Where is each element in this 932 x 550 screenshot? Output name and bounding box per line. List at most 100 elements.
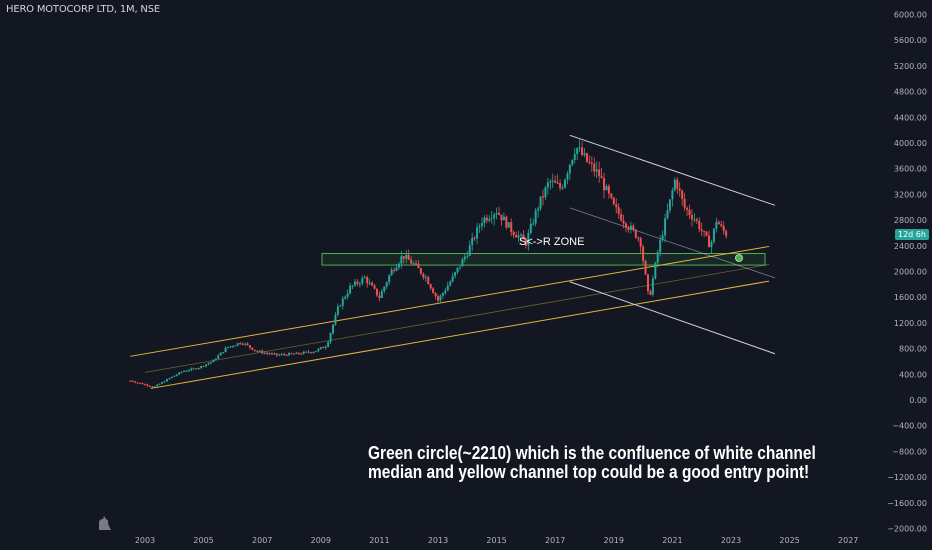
candle-body [375, 288, 378, 296]
candle-body [146, 384, 149, 386]
note-line: median and yellow channel top could be a… [368, 462, 810, 482]
candle-body [695, 219, 698, 221]
sr-zone-layer [321, 253, 766, 266]
white-channel-bottom[interactable] [569, 281, 776, 355]
candle-body [668, 199, 671, 211]
white-channel-top[interactable] [569, 134, 776, 206]
candle-body [422, 273, 425, 278]
candle-body [424, 277, 427, 279]
y-tick-label: 800.00 [899, 345, 927, 354]
candle-body [288, 353, 291, 356]
candle-body [683, 198, 686, 208]
candle-body [268, 353, 271, 355]
candle-body [454, 272, 457, 277]
candle-body [253, 349, 256, 351]
candle-body [378, 295, 381, 298]
candle-body [485, 217, 488, 221]
candle-body [502, 216, 505, 221]
candle-body [222, 352, 225, 354]
candle-body [329, 333, 332, 342]
candle-body [483, 217, 486, 224]
candle-body [273, 353, 276, 355]
candle-body [165, 379, 168, 382]
candle-body [305, 351, 308, 353]
candle-body [292, 353, 295, 355]
candle-body [236, 343, 239, 346]
candle-body [427, 277, 430, 285]
candle-body [361, 278, 364, 284]
candle-body [229, 346, 232, 348]
candle-body [356, 281, 359, 284]
candle-body [341, 298, 344, 306]
candle-body [441, 293, 444, 296]
candle-body [332, 324, 335, 334]
channel-layer [130, 134, 776, 389]
candle-body [197, 367, 200, 369]
x-tick-label: 2025 [779, 536, 799, 545]
candle-body [336, 306, 339, 315]
time-axis[interactable]: 2003 2005 2007 2009 2011 2013 2015 2017 2019 2021… [135, 536, 859, 545]
candle-body [712, 228, 715, 242]
candle-body [468, 245, 471, 256]
candle-body [541, 196, 544, 198]
candle-body [368, 282, 371, 284]
candle-body [295, 352, 298, 354]
candle-body [571, 159, 574, 165]
candle-body [598, 169, 601, 177]
white-channel-median[interactable] [569, 207, 776, 279]
candle-body [214, 358, 217, 360]
candle-body [205, 364, 208, 367]
candle-body [512, 232, 515, 236]
candle-body [554, 180, 557, 183]
yellow-channel-median[interactable] [144, 264, 770, 373]
y-tick-label: 2400.00 [894, 242, 927, 251]
candle-body [549, 181, 552, 183]
candle-body [349, 285, 352, 294]
candle-body [275, 353, 278, 356]
candle-body [466, 255, 469, 257]
candle-body [620, 213, 623, 221]
candle-body [654, 262, 657, 279]
last-price-badge: 12d 6h [895, 229, 929, 240]
candle-body [456, 267, 459, 273]
candle-body [634, 229, 637, 238]
candle-body [151, 386, 154, 388]
candle-body [659, 240, 662, 253]
candle-body [722, 225, 725, 231]
candle-body [632, 225, 635, 230]
y-tick-label: 5600.00 [894, 36, 927, 45]
candle-body [415, 263, 418, 265]
x-tick-label: 2011 [369, 536, 389, 545]
candle-body [258, 350, 261, 352]
candle-body [666, 210, 669, 219]
x-tick-label: 2021 [662, 536, 682, 545]
candle-body [310, 352, 313, 354]
candle-body [507, 222, 510, 228]
candle-body [227, 346, 230, 348]
candle-body [246, 343, 249, 346]
candle-body [612, 197, 615, 205]
candle-body [363, 277, 366, 279]
candle-body [581, 147, 584, 155]
candle-body [209, 362, 212, 364]
yellow-channel-top[interactable] [130, 245, 770, 357]
yellow-channel-bottom[interactable] [150, 280, 770, 389]
candle-body [324, 346, 327, 348]
entry-point-circle[interactable] [735, 254, 743, 263]
candle-body [207, 363, 210, 365]
candle-body [693, 219, 696, 221]
sr-zone-rect[interactable] [321, 253, 766, 266]
candle-body [290, 353, 293, 355]
candle-body [610, 193, 613, 198]
candle-body [173, 375, 176, 377]
candle-body [161, 382, 164, 384]
y-tick-label: −400.00 [892, 422, 927, 431]
candle-body [646, 274, 649, 292]
price-axis[interactable]: 6000.00 5600.00 5200.00 4800.00 4400.00 4000.… [887, 11, 927, 534]
candle-body [563, 179, 566, 188]
candle-body [373, 285, 376, 289]
candle-body [388, 275, 391, 283]
y-tick-label: 2000.00 [894, 268, 927, 277]
entry-marker-layer [735, 254, 743, 263]
